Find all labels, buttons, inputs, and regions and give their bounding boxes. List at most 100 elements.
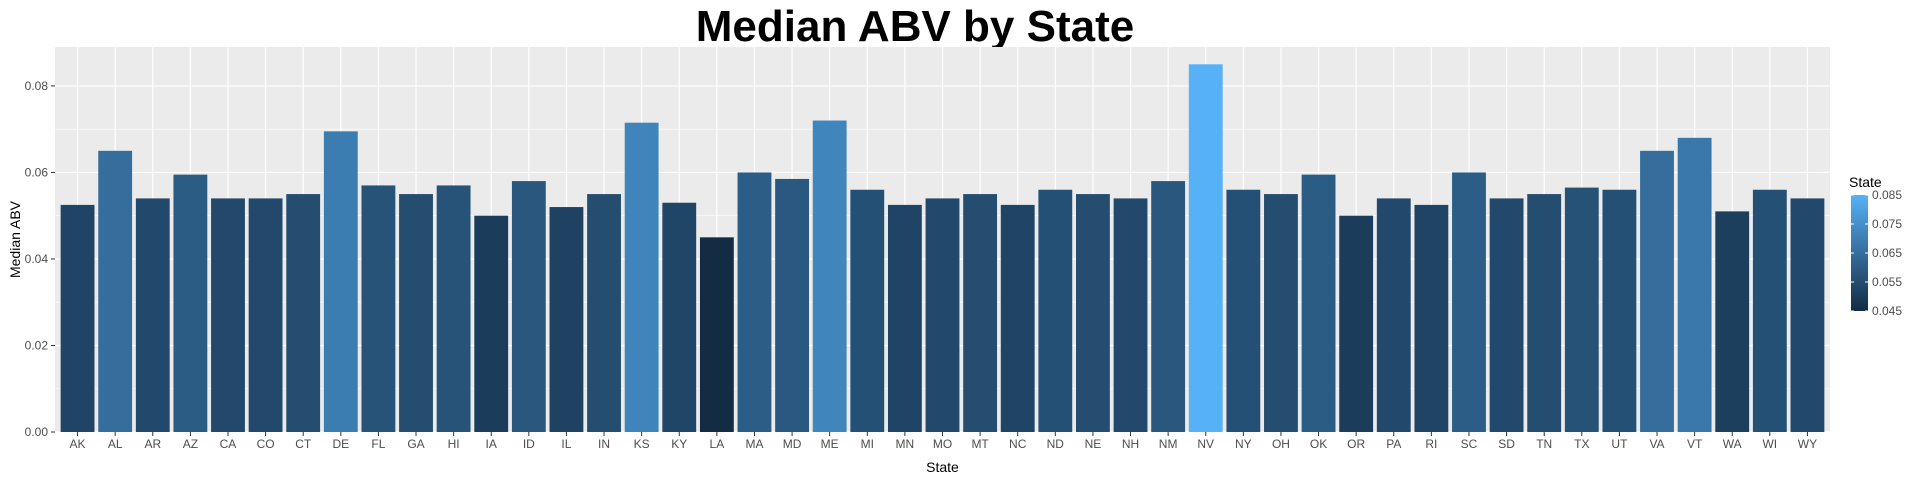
bar-ut xyxy=(1602,189,1637,432)
bar-ak xyxy=(60,204,95,432)
chart-title: Median ABV by State xyxy=(695,2,1135,51)
legend-ticks: 0.085 0.075 0.065 0.055 0.045 xyxy=(1851,188,1902,318)
x-tick-label: KY xyxy=(671,437,687,451)
legend-label: 0.065 xyxy=(1872,246,1902,260)
x-tick-label: KS xyxy=(634,437,650,451)
x-tick-label: ID xyxy=(523,437,535,451)
bar-me xyxy=(812,120,847,432)
bar-tx xyxy=(1564,187,1599,432)
color-legend: State 0.085 0.075 0.065 0.055 0.045 xyxy=(1849,174,1902,318)
x-tick-label: WI xyxy=(1762,437,1777,451)
x-tick-label: OR xyxy=(1347,437,1365,451)
x-tick-label: MI xyxy=(861,437,874,451)
x-tick-label: AZ xyxy=(183,437,198,451)
y-axis: 0.00 0.02 0.04 0.06 0.08 xyxy=(25,79,55,439)
x-tick-label: NY xyxy=(1235,437,1252,451)
bar-in xyxy=(587,194,621,432)
legend-title: State xyxy=(1849,174,1882,190)
x-tick-label: MA xyxy=(745,437,763,451)
x-tick-label: GA xyxy=(407,437,424,451)
legend-colorbar xyxy=(1851,195,1868,311)
x-tick-label: NE xyxy=(1085,437,1102,451)
x-tick-label: AK xyxy=(70,437,86,451)
x-tick-label: SD xyxy=(1498,437,1515,451)
bar-nd xyxy=(1038,189,1073,432)
x-tick-label: RI xyxy=(1425,437,1437,451)
bar-wa xyxy=(1715,211,1750,432)
bar-sd xyxy=(1489,198,1524,432)
x-tick-label: IA xyxy=(486,437,497,451)
x-tick-label: NC xyxy=(1009,437,1027,451)
bar-co xyxy=(248,198,283,432)
bar-mi xyxy=(850,189,885,432)
bar-ia xyxy=(474,215,509,432)
x-tick-label: CO xyxy=(257,437,275,451)
legend-label: 0.055 xyxy=(1872,275,1902,289)
x-tick-label: MD xyxy=(783,437,802,451)
bar-va xyxy=(1640,150,1674,432)
x-tick-label: AL xyxy=(108,437,123,451)
x-tick-label: IL xyxy=(561,437,571,451)
y-tick-label: 0.08 xyxy=(25,79,49,93)
bar-hi xyxy=(436,185,471,432)
x-tick-label: MO xyxy=(933,437,952,451)
x-tick-label: WA xyxy=(1723,437,1742,451)
x-tick-label: NH xyxy=(1122,437,1139,451)
y-axis-title: Median ABV xyxy=(7,200,23,278)
legend-label: 0.045 xyxy=(1872,304,1902,318)
x-tick-label: VT xyxy=(1687,437,1703,451)
bars xyxy=(60,64,1825,433)
legend-label: 0.085 xyxy=(1872,188,1902,202)
bar-mn xyxy=(887,204,922,432)
legend-label: 0.075 xyxy=(1872,217,1902,231)
bar-ma xyxy=(737,172,772,432)
x-tick-label: OK xyxy=(1310,437,1327,451)
bar-la xyxy=(699,237,734,432)
x-axis-title: State xyxy=(926,459,959,475)
bar-pa xyxy=(1376,198,1411,432)
x-tick-label: SC xyxy=(1461,437,1478,451)
bar-az xyxy=(173,174,208,432)
bar-ar xyxy=(135,198,170,432)
bar-il xyxy=(549,207,584,432)
x-tick-label: NV xyxy=(1197,437,1214,451)
x-tick-label: VA xyxy=(1649,437,1664,451)
bar-nh xyxy=(1113,198,1148,432)
x-tick-label: MN xyxy=(896,437,915,451)
bar-nm xyxy=(1151,181,1186,432)
x-tick-label: UT xyxy=(1611,437,1628,451)
x-tick-label: HI xyxy=(448,437,460,451)
bar-mt xyxy=(963,194,998,432)
x-tick-label: ME xyxy=(821,437,839,451)
x-tick-label: PA xyxy=(1386,437,1401,451)
bar-ok xyxy=(1301,174,1336,432)
bar-wy xyxy=(1790,198,1825,432)
bar-oh xyxy=(1264,194,1298,432)
bar-ny xyxy=(1226,189,1261,432)
bar-al xyxy=(98,150,133,432)
bar-wi xyxy=(1752,189,1787,432)
x-tick-label: MT xyxy=(971,437,989,451)
x-tick-label: LA xyxy=(710,437,725,451)
x-tick-label: IN xyxy=(598,437,610,451)
y-tick-label: 0.02 xyxy=(25,338,49,352)
x-tick-label: WY xyxy=(1798,437,1817,451)
x-tick-label: ND xyxy=(1047,437,1065,451)
bar-fl xyxy=(361,185,396,432)
y-tick-label: 0.00 xyxy=(25,425,49,439)
bar-ks xyxy=(624,122,659,433)
bar-ri xyxy=(1414,204,1449,432)
bar-ky xyxy=(662,202,697,432)
bar-tn xyxy=(1527,194,1562,432)
x-tick-label: CA xyxy=(220,437,237,451)
bar-md xyxy=(775,178,809,432)
y-tick-label: 0.04 xyxy=(25,252,49,266)
x-tick-label: AR xyxy=(144,437,161,451)
x-tick-label: CT xyxy=(295,437,312,451)
x-tick-label: TN xyxy=(1536,437,1552,451)
x-tick-label: DE xyxy=(332,437,349,451)
x-tick-label: NM xyxy=(1159,437,1178,451)
x-tick-label: TX xyxy=(1574,437,1589,451)
x-tick-label: FL xyxy=(371,437,385,451)
